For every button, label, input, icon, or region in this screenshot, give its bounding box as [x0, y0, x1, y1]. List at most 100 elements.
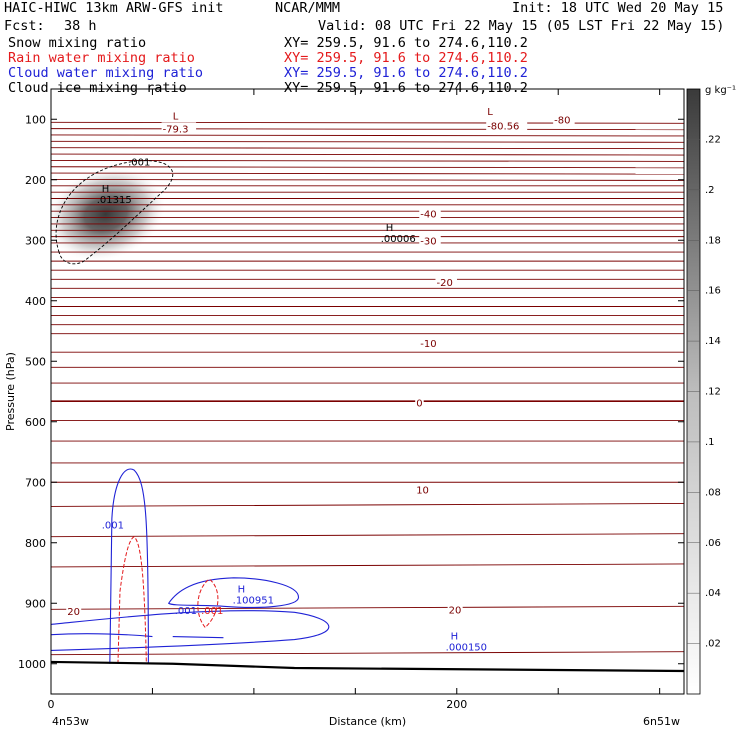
x-axis-label: Distance (km): [329, 715, 406, 728]
rain-water-contour: [117, 536, 147, 664]
colorbar-tick-label: .22: [705, 134, 721, 145]
isotherm-line: [51, 134, 684, 137]
isotherm-line: [51, 140, 684, 143]
temperature-label: -30: [420, 236, 436, 247]
isotherm-line: [51, 533, 684, 538]
isotherm-line: [51, 166, 684, 169]
temperature-label: -80.56: [487, 121, 519, 132]
legend-xy: XY= 259.5, 91.6 to 274.6,110.2: [284, 65, 528, 81]
isotherm-line: [51, 147, 684, 150]
label-bg: [419, 337, 441, 349]
label-bg: [415, 396, 424, 408]
y-tick-label: 800: [25, 537, 46, 550]
isotherm-line: [51, 563, 684, 568]
extremum-letter: L: [173, 111, 179, 122]
colorbar-unit: g kg⁻¹: [705, 85, 736, 96]
surface-line: [51, 660, 684, 673]
temperature-label: -10: [420, 339, 436, 350]
colorbar-tick-label: .12: [705, 387, 721, 398]
colorbar-tick-label: .02: [705, 639, 721, 650]
contour-label: .001: [175, 606, 197, 617]
header-fcst-label: Fcst:: [4, 18, 45, 34]
temperature-label: 10: [416, 486, 429, 497]
header-fcst-value: 38 h: [64, 18, 97, 34]
right-location-label: 6n51w: [643, 715, 680, 728]
label-bg: [419, 207, 441, 219]
header-init: Init: 18 UTC Wed 20 May 15: [512, 0, 724, 16]
cloud-ice-shading: [51, 166, 167, 262]
colorbar-tick-label: .18: [705, 235, 721, 246]
cloud-water-contour: [167, 577, 300, 608]
y-tick-label: 400: [25, 295, 46, 308]
label-bg: [415, 483, 431, 495]
isotherm-line: [51, 121, 684, 124]
isotherm-line: [51, 128, 684, 131]
legend-name: Cloud ice mixing ratio: [8, 80, 187, 96]
cloud-water-contour: [51, 633, 224, 639]
colorbar-tick-label: .08: [705, 487, 721, 498]
label-bg: [435, 275, 457, 287]
temperature-label: -20: [436, 278, 452, 289]
legend-xy: XY= 259.5, 91.6 to 274.6,110.2: [284, 80, 528, 96]
y-tick-label: 200: [25, 174, 46, 187]
temperature-label: 20: [67, 607, 80, 618]
contour-label: .001: [128, 158, 150, 169]
extremum-value: .01315: [97, 195, 132, 206]
y-tick-label: 600: [25, 416, 46, 429]
colorbar-tick-label: .06: [705, 538, 721, 549]
cloud-water-contour: [109, 468, 149, 664]
y-tick-label: 300: [25, 234, 46, 247]
isotherm-line: [51, 178, 684, 181]
temperature-label: -80: [554, 115, 570, 126]
extremum-value: .000150: [446, 643, 487, 654]
extremum-letter: H: [102, 184, 110, 195]
colorbar-tick-label: .2: [705, 185, 715, 196]
extremum-letter: H: [451, 632, 459, 643]
header-valid: Valid: 08 UTC Fri 22 May 15 (05 LST Fri …: [318, 18, 725, 34]
label-bg: [66, 605, 82, 617]
label-bg: [486, 119, 528, 131]
y-tick-label: 700: [25, 476, 46, 489]
rain-water-contour: [197, 578, 219, 629]
extremum-value: .100951: [233, 595, 274, 606]
isotherm-line: [51, 172, 684, 175]
label-bg: [447, 603, 463, 615]
legend-name: Cloud water mixing ratio: [8, 65, 204, 81]
legend-name: Snow mixing ratio: [8, 35, 147, 51]
legend-xy: XY= 259.5, 91.6 to 274.6,110.2: [284, 50, 528, 66]
temperature-label: -79.3: [163, 124, 189, 135]
isotherm-line: [51, 651, 684, 656]
y-tick-label: 1000: [18, 658, 46, 671]
isotherm-line: [51, 159, 684, 162]
colorbar-tick-label: .04: [705, 588, 721, 599]
contour-label: .001: [201, 606, 223, 617]
temperature-label: 0: [416, 398, 422, 409]
isotherm-line: [51, 153, 684, 156]
legend-name: Rain water mixing ratio: [8, 50, 195, 66]
legend-xy: XY= 259.5, 91.6 to 274.6,110.2: [284, 35, 528, 51]
label-bg: [161, 122, 197, 134]
isotherm-line: [51, 605, 684, 610]
cloud-water-contour: [51, 610, 330, 651]
isotherm-line: [51, 503, 684, 507]
temperature-label: -40: [420, 210, 436, 221]
cloud-ice-contour: [55, 160, 174, 265]
header-org: NCAR/MMM: [275, 0, 341, 16]
colorbar-tick-label: .14: [705, 336, 721, 347]
extremum-value: .00006: [381, 234, 416, 245]
plot-frame: [50, 88, 685, 695]
y-axis-label: Pressure (hPa): [4, 352, 17, 431]
x-tick-label: 0: [48, 698, 55, 711]
x-tick-label: 200: [446, 698, 467, 711]
colorbar-tick-label: .1: [705, 437, 715, 448]
y-tick-label: 100: [25, 113, 46, 126]
extremum-letter: L: [487, 107, 493, 118]
contour-label: .001: [102, 521, 124, 532]
y-tick-label: 900: [25, 597, 46, 610]
y-tick-label: 500: [25, 355, 46, 368]
label-bg: [419, 234, 441, 246]
header-model: HAIC-HIWC 13km ARW-GFS init: [4, 0, 224, 16]
extremum-letter: H: [386, 223, 394, 234]
colorbar-tick-label: .16: [705, 286, 721, 297]
temperature-label: 20: [449, 605, 462, 616]
